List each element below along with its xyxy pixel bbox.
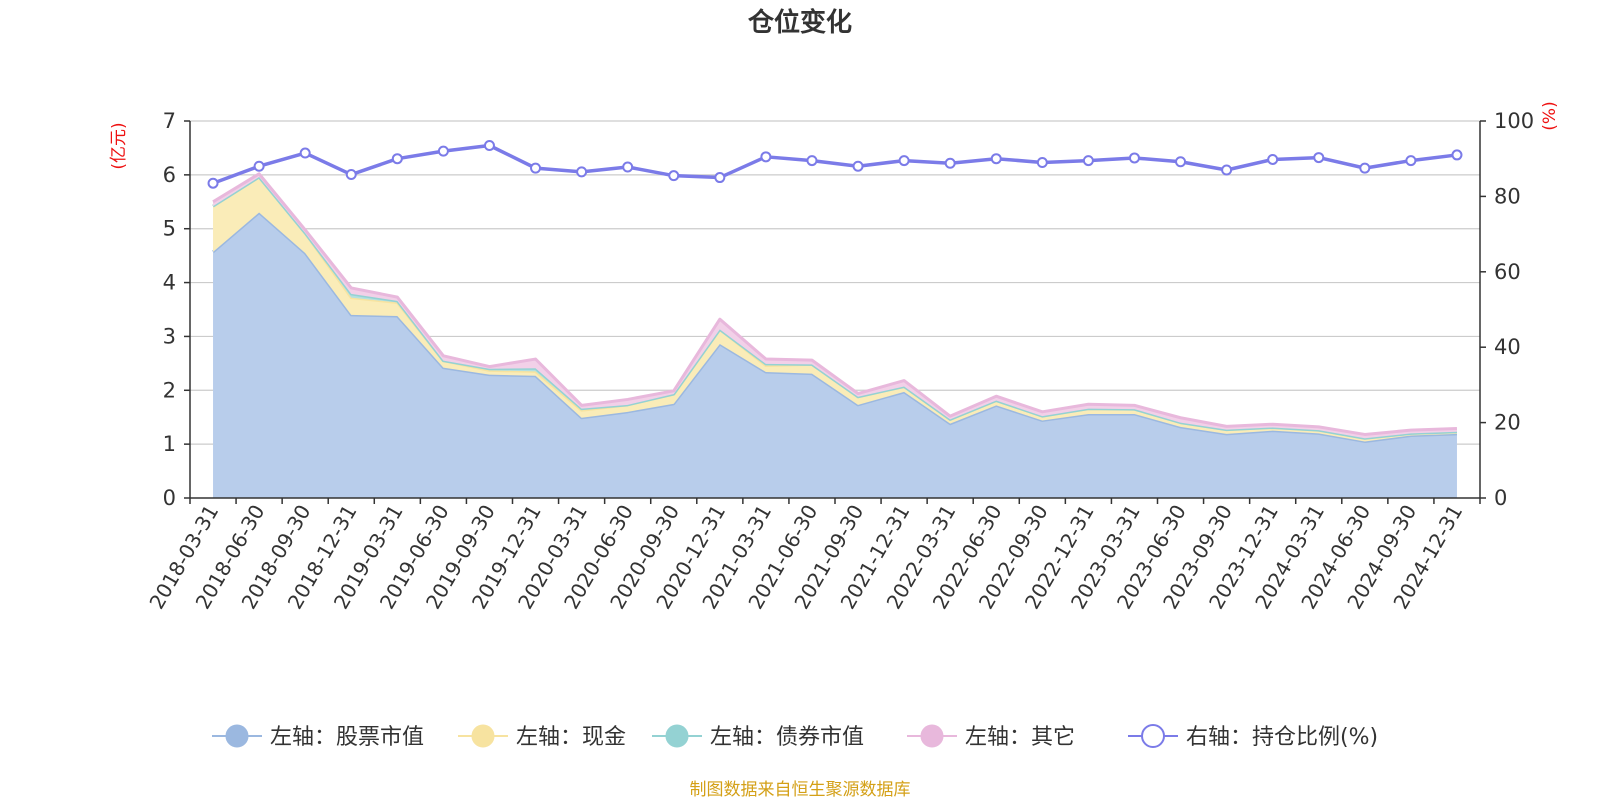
ratio-point bbox=[530, 162, 542, 174]
ratio-point bbox=[1128, 152, 1140, 164]
legend-marker bbox=[920, 724, 944, 748]
legend-item-1[interactable]: 左轴：股票市值 bbox=[212, 724, 424, 750]
right-tick-label: 40 bbox=[1494, 335, 1521, 359]
legend-item-5[interactable]: 右轴：持仓比例(%) bbox=[1128, 724, 1378, 750]
ratio-point bbox=[207, 177, 219, 189]
chart-title: 仓位变化 bbox=[747, 7, 852, 38]
right-tick-label: 0 bbox=[1494, 486, 1507, 510]
right-tick-label: 100 bbox=[1494, 109, 1534, 133]
ratio-point bbox=[1036, 156, 1048, 168]
left-tick-label: 6 bbox=[163, 163, 176, 187]
ratio-point bbox=[299, 147, 311, 159]
ratio-point bbox=[391, 153, 403, 165]
ratio-line-series bbox=[207, 140, 1463, 189]
stacked-areas bbox=[212, 172, 1458, 499]
ratio-point bbox=[1405, 155, 1417, 167]
ratio-point bbox=[898, 155, 910, 167]
left-tick-label: 7 bbox=[163, 109, 176, 133]
legend-item-2[interactable]: 左轴：现金 bbox=[458, 724, 626, 750]
ratio-point bbox=[1451, 149, 1463, 161]
area-2 bbox=[213, 177, 1457, 442]
left-tick-label: 5 bbox=[163, 217, 176, 241]
left-tick-label: 4 bbox=[163, 271, 176, 295]
left-axis-unit: (亿元) bbox=[109, 122, 129, 169]
ratio-point bbox=[990, 153, 1002, 165]
ratio-point bbox=[253, 160, 265, 172]
ratio-point bbox=[345, 169, 357, 181]
ratio-point bbox=[622, 161, 634, 173]
ratio-point bbox=[668, 170, 680, 182]
left-tick-label: 1 bbox=[163, 432, 176, 456]
source-note: 制图数据来自恒生聚源数据库 bbox=[690, 780, 911, 800]
ratio-point bbox=[806, 155, 818, 167]
right-tick-label: 20 bbox=[1494, 411, 1521, 435]
ratio-point bbox=[760, 151, 772, 163]
area-edge-4 bbox=[212, 172, 1458, 436]
legend-item-3[interactable]: 左轴：债券市值 bbox=[652, 724, 864, 750]
ratio-point bbox=[944, 157, 956, 169]
legend-marker bbox=[225, 724, 249, 748]
legend-label: 左轴：债券市值 bbox=[710, 725, 864, 750]
ratio-point bbox=[576, 166, 588, 178]
ratio-point bbox=[1267, 153, 1279, 165]
legend-marker bbox=[471, 724, 495, 748]
ratio-point bbox=[1221, 164, 1233, 176]
left-tick-label: 0 bbox=[163, 486, 176, 510]
ratio-point bbox=[1359, 162, 1371, 174]
area-1 bbox=[213, 212, 1457, 499]
ratio-point bbox=[1082, 155, 1094, 167]
ratio-line bbox=[212, 143, 1458, 185]
left-tick-label: 3 bbox=[163, 324, 176, 348]
right-tick-label: 80 bbox=[1494, 184, 1521, 208]
legend-marker bbox=[665, 724, 689, 748]
ratio-point bbox=[1175, 156, 1187, 168]
legend: 左轴：股票市值 左轴：现金 左轴：债券市值 左轴：其它 右轴：持仓比例(%) bbox=[212, 724, 1378, 750]
legend-label: 左轴：现金 bbox=[516, 725, 626, 750]
legend-label: 左轴：其它 bbox=[965, 725, 1075, 750]
right-axis-unit: (%) bbox=[1540, 101, 1560, 130]
left-tick-label: 2 bbox=[163, 378, 176, 402]
legend-label: 左轴：股票市值 bbox=[270, 725, 424, 750]
ratio-point bbox=[437, 145, 449, 157]
legend-marker bbox=[1141, 724, 1165, 748]
ratio-point bbox=[852, 160, 864, 172]
legend-label: 右轴：持仓比例(%) bbox=[1186, 725, 1378, 750]
legend-item-4[interactable]: 左轴：其它 bbox=[907, 724, 1075, 750]
ratio-point bbox=[483, 140, 495, 152]
right-tick-label: 60 bbox=[1494, 260, 1521, 284]
ratio-point bbox=[1313, 152, 1325, 164]
ratio-point bbox=[714, 172, 726, 184]
